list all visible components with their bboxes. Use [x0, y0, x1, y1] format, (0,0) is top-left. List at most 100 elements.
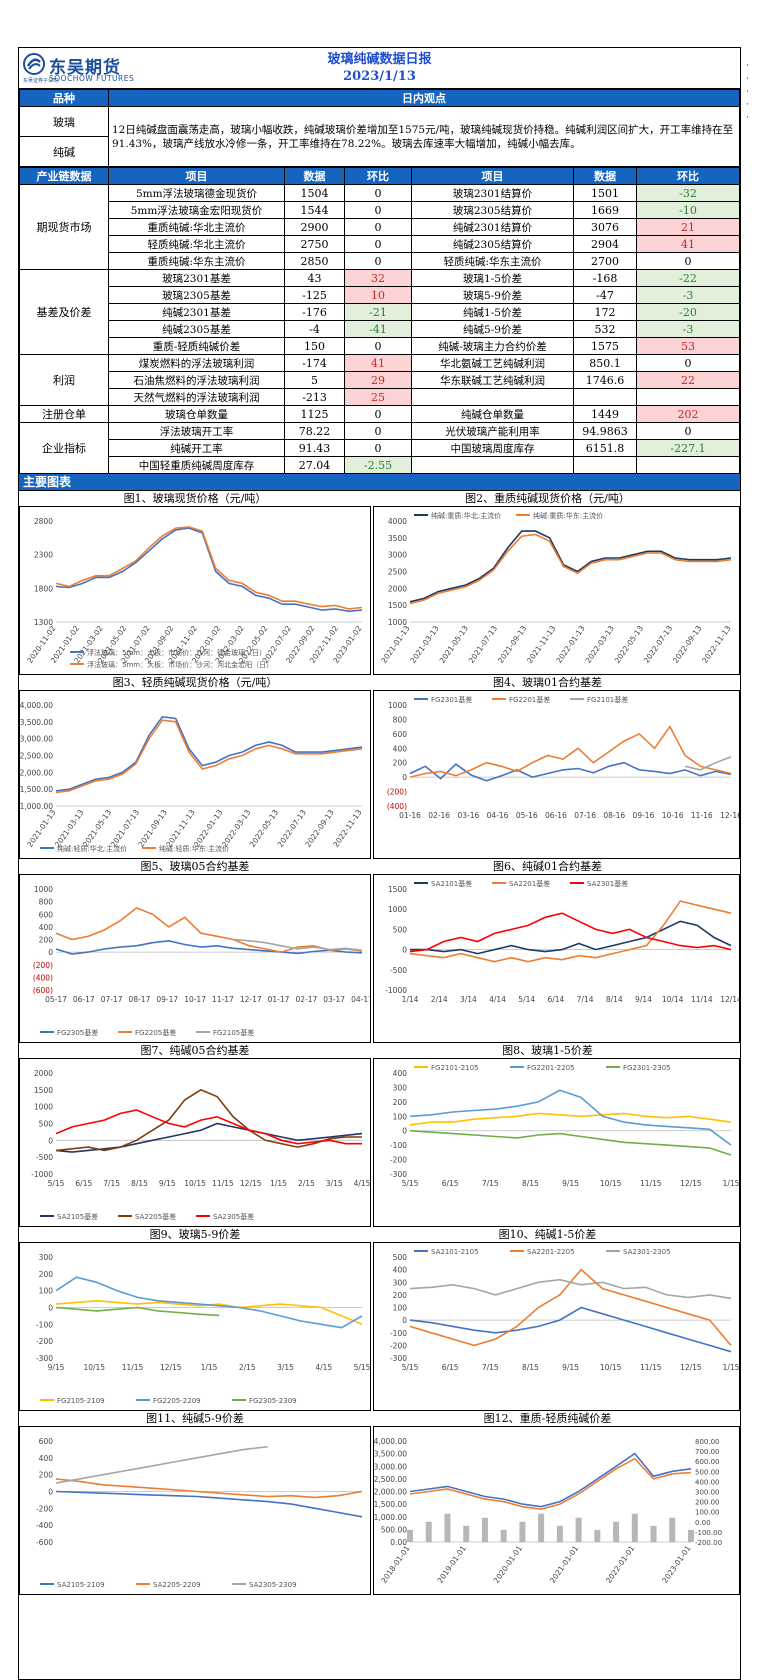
- y-tick-label: 400: [393, 1266, 408, 1275]
- brand-name-en: SOOCHOW FUTURES: [49, 74, 135, 83]
- y-tick-label: (200): [33, 961, 53, 970]
- chain-cell-change-2: [636, 456, 740, 474]
- y-tick-label: -1000: [385, 986, 407, 995]
- chart-svg: -1000 -500 0 500 1000 1500 2000 5/15 6/15 7/15 8/1…: [31, 1069, 370, 1221]
- view-table: 品种 日内观点 玻璃 12日纯碱盘面震荡走高，玻璃小幅收跌，纯碱玻璃价差增加至1…: [19, 89, 740, 167]
- chart-svg: -1000 -500 0 500 1000 1500 1/14 2/14 3/14 4/14 5/1…: [385, 879, 739, 1004]
- chain-header-item-2: 项目: [411, 167, 574, 185]
- series-line: [409, 1452, 692, 1508]
- y-tick-label: 0: [402, 946, 407, 955]
- chart-svg: -300 -200 -100 0 100 200 300 400 500 5/15 6/15 7/15…: [390, 1248, 739, 1372]
- chain-cell-change-2: 53: [636, 337, 740, 355]
- chain-cell-item-2: 纯碱2301结算价: [411, 218, 574, 236]
- x-tick-label: 8/15: [522, 1363, 539, 1372]
- series-line: [233, 938, 363, 951]
- x-tick-label: 2021-09-13: [496, 624, 529, 665]
- y-tick-label: 0: [402, 1316, 407, 1325]
- chain-cell-item-2: 玻璃2301结算价: [411, 184, 574, 202]
- series-line: [55, 1306, 220, 1317]
- y-tick-label: 400: [393, 744, 408, 753]
- x-tick-label: 2/15: [239, 1363, 256, 1372]
- chain-cell-value-2: 1669: [573, 201, 637, 219]
- x-tick-label: 7/15: [482, 1179, 499, 1188]
- chain-cell-value: 2850: [284, 252, 345, 270]
- chain-cell-item: 中国轻重质纯碱周度库存: [108, 456, 285, 474]
- x-tick-label: 10-17: [184, 995, 206, 1004]
- chain-cell-value: 91.43: [284, 439, 345, 457]
- x-tick-label: 9/15: [48, 1363, 65, 1372]
- chart-title: 图4、玻璃01合约基差: [493, 676, 602, 689]
- chart-panel: -600 -400 -200 0 200 400 600 SA2105-2109 SA2205-…: [19, 1426, 371, 1595]
- chain-cell-value: -176: [284, 303, 345, 321]
- y2-tick-label: 700.00: [695, 1448, 720, 1456]
- chain-header-value-2: 数据: [573, 167, 637, 185]
- chain-row: 中国轻重质纯碱周度库存 27.04 -2.55: [20, 456, 740, 474]
- x-tick-label: 12/15: [680, 1363, 702, 1372]
- series-line: [409, 533, 732, 605]
- x-tick-label: 1/15: [201, 1363, 218, 1372]
- x-tick-label: 5/14: [518, 995, 535, 1004]
- chart-svg: -300 -200 -100 0 100 200 300 400 5/15 6/15 7/15 8/1…: [390, 1064, 739, 1188]
- report-title-block: 玻璃纯碱数据日报 2023/1/13: [19, 51, 740, 85]
- brand-tagline: 东吴证券子公司: [23, 78, 59, 84]
- chain-cell-change: 0: [344, 405, 412, 423]
- chain-cell-item-2: 玻璃5-9价差: [411, 286, 574, 304]
- y-tick-label: -600: [36, 1538, 53, 1547]
- y-tick-label: -400: [36, 1521, 53, 1530]
- x-tick-label: 2022-11-13: [700, 624, 733, 665]
- legend-label: FG2301基差: [431, 695, 472, 704]
- series-line: [55, 1445, 268, 1484]
- x-tick-label: 6/15: [75, 1179, 92, 1188]
- x-tick-label: 4/15: [315, 1363, 332, 1372]
- chart-title: 图3、轻质纯碱现货价格（元/吨）: [112, 676, 278, 689]
- bar-mark: [688, 1529, 694, 1542]
- y-tick-label: (600): [33, 986, 53, 995]
- y-tick-label: 1000: [388, 701, 407, 710]
- x-tick-label: 10-16: [662, 811, 684, 820]
- x-tick-label: 2021-11-13: [525, 624, 558, 665]
- x-tick-label: 02-17: [295, 995, 317, 1004]
- series-line: [55, 939, 363, 955]
- y-tick-label: 1800: [34, 584, 53, 593]
- x-tick-label: 01-16: [399, 811, 421, 820]
- x-tick-label: 3/15: [326, 1179, 343, 1188]
- x-tick-label: 11/15: [640, 1363, 662, 1372]
- bar-mark: [500, 1529, 507, 1542]
- chain-header-value: 数据: [284, 167, 345, 185]
- chain-cell-value: 150: [284, 337, 345, 355]
- chain-row: 重质纯碱:华东主流价 2850 0 轻质纯碱:华东主流价 2700 0: [20, 252, 740, 270]
- chart-panel: 1300 1800 2300 2800 2020-11-02 2021-01-02 2021…: [19, 506, 371, 675]
- chain-header-item: 项目: [108, 167, 285, 185]
- y-tick-label: 500.00: [381, 1525, 407, 1534]
- chart-title: 图1、玻璃现货价格（元/吨）: [123, 492, 267, 505]
- x-tick-label: 1/15: [723, 1179, 739, 1188]
- chain-cell-change: -41: [344, 320, 412, 338]
- x-tick-label: 07-16: [574, 811, 596, 820]
- y-tick-label: 3500: [388, 534, 407, 543]
- chain-cell-change-2: -3: [636, 320, 740, 338]
- bar-mark: [407, 1529, 413, 1542]
- chain-cell-item: 纯碱2305基差: [108, 320, 285, 338]
- chain-cell-change: 32: [344, 269, 412, 287]
- y-tick-label: -1000: [31, 1170, 53, 1179]
- y-tick-label: 3000: [388, 551, 407, 560]
- chain-cell-change-2: -32: [636, 184, 740, 202]
- y-tick-label: (400): [33, 973, 53, 982]
- x-tick-label: 04-16: [487, 811, 509, 820]
- chart-title: 图12、重质-轻质纯碱价差: [483, 1412, 612, 1425]
- chain-cell-change-2: 0: [636, 422, 740, 440]
- x-tick-label: 2022-01-13: [554, 624, 587, 665]
- legend-label: SA2101基差: [431, 879, 472, 888]
- chain-cell-change-2: -20: [636, 303, 740, 321]
- y-tick-label: 0.00: [390, 1538, 407, 1547]
- legend-label: 浮法玻璃：5mm：大板：市场价：沙河：河北金宏阳（日）: [87, 660, 273, 669]
- chain-cell-value: -174: [284, 354, 345, 372]
- chain-cell-value: 2900: [284, 218, 345, 236]
- chain-cell-change-2: 0: [636, 354, 740, 372]
- x-tick-label: 11/15: [640, 1179, 662, 1188]
- chain-cell-item-2: 华东联碱工艺纯碱利润: [411, 371, 574, 389]
- chain-cell-change-2: 0: [636, 252, 740, 270]
- chart-title: 图9、玻璃5-9价差: [149, 1228, 241, 1241]
- x-tick-label: 2022-01-01: [604, 1544, 637, 1585]
- chain-cell-value: -4: [284, 320, 345, 338]
